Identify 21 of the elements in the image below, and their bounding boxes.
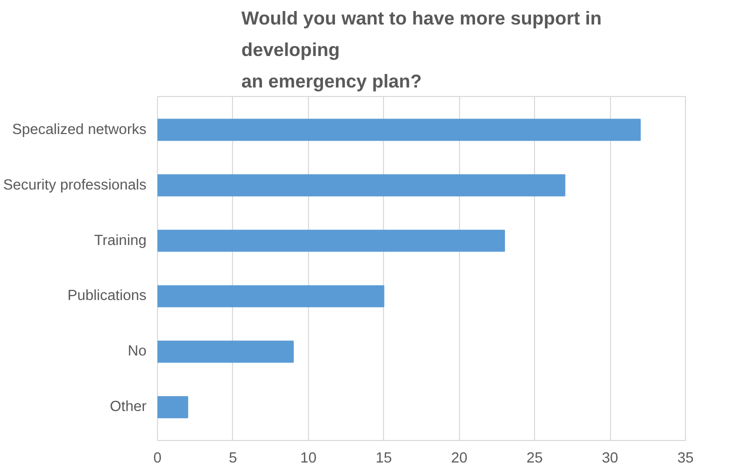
y-tick-label: Security professionals (3, 177, 147, 194)
bar (158, 230, 505, 252)
bar (158, 396, 188, 418)
x-tick-label: 35 (677, 450, 694, 466)
y-tick-label: Training (94, 232, 146, 249)
x-tick-label: 25 (526, 450, 543, 466)
x-tick-label: 10 (300, 450, 317, 466)
bar (158, 340, 294, 363)
bar (158, 118, 641, 141)
bar (158, 174, 566, 196)
bar (158, 285, 384, 308)
x-tick-label: 5 (228, 450, 238, 466)
x-tick-label: 15 (376, 450, 392, 466)
y-tick-label: Specalized networks (12, 122, 147, 138)
chart-title: Would you want to have more support in developing an emergency plan? (241, 8, 602, 92)
x-tick-label: 0 (153, 450, 162, 466)
y-tick-label: Publications (67, 288, 147, 304)
x-tick-label: 30 (602, 450, 618, 466)
y-tick-label: Other (110, 399, 147, 416)
y-tick-label: No (128, 344, 147, 360)
x-tick-label: 20 (451, 450, 468, 466)
